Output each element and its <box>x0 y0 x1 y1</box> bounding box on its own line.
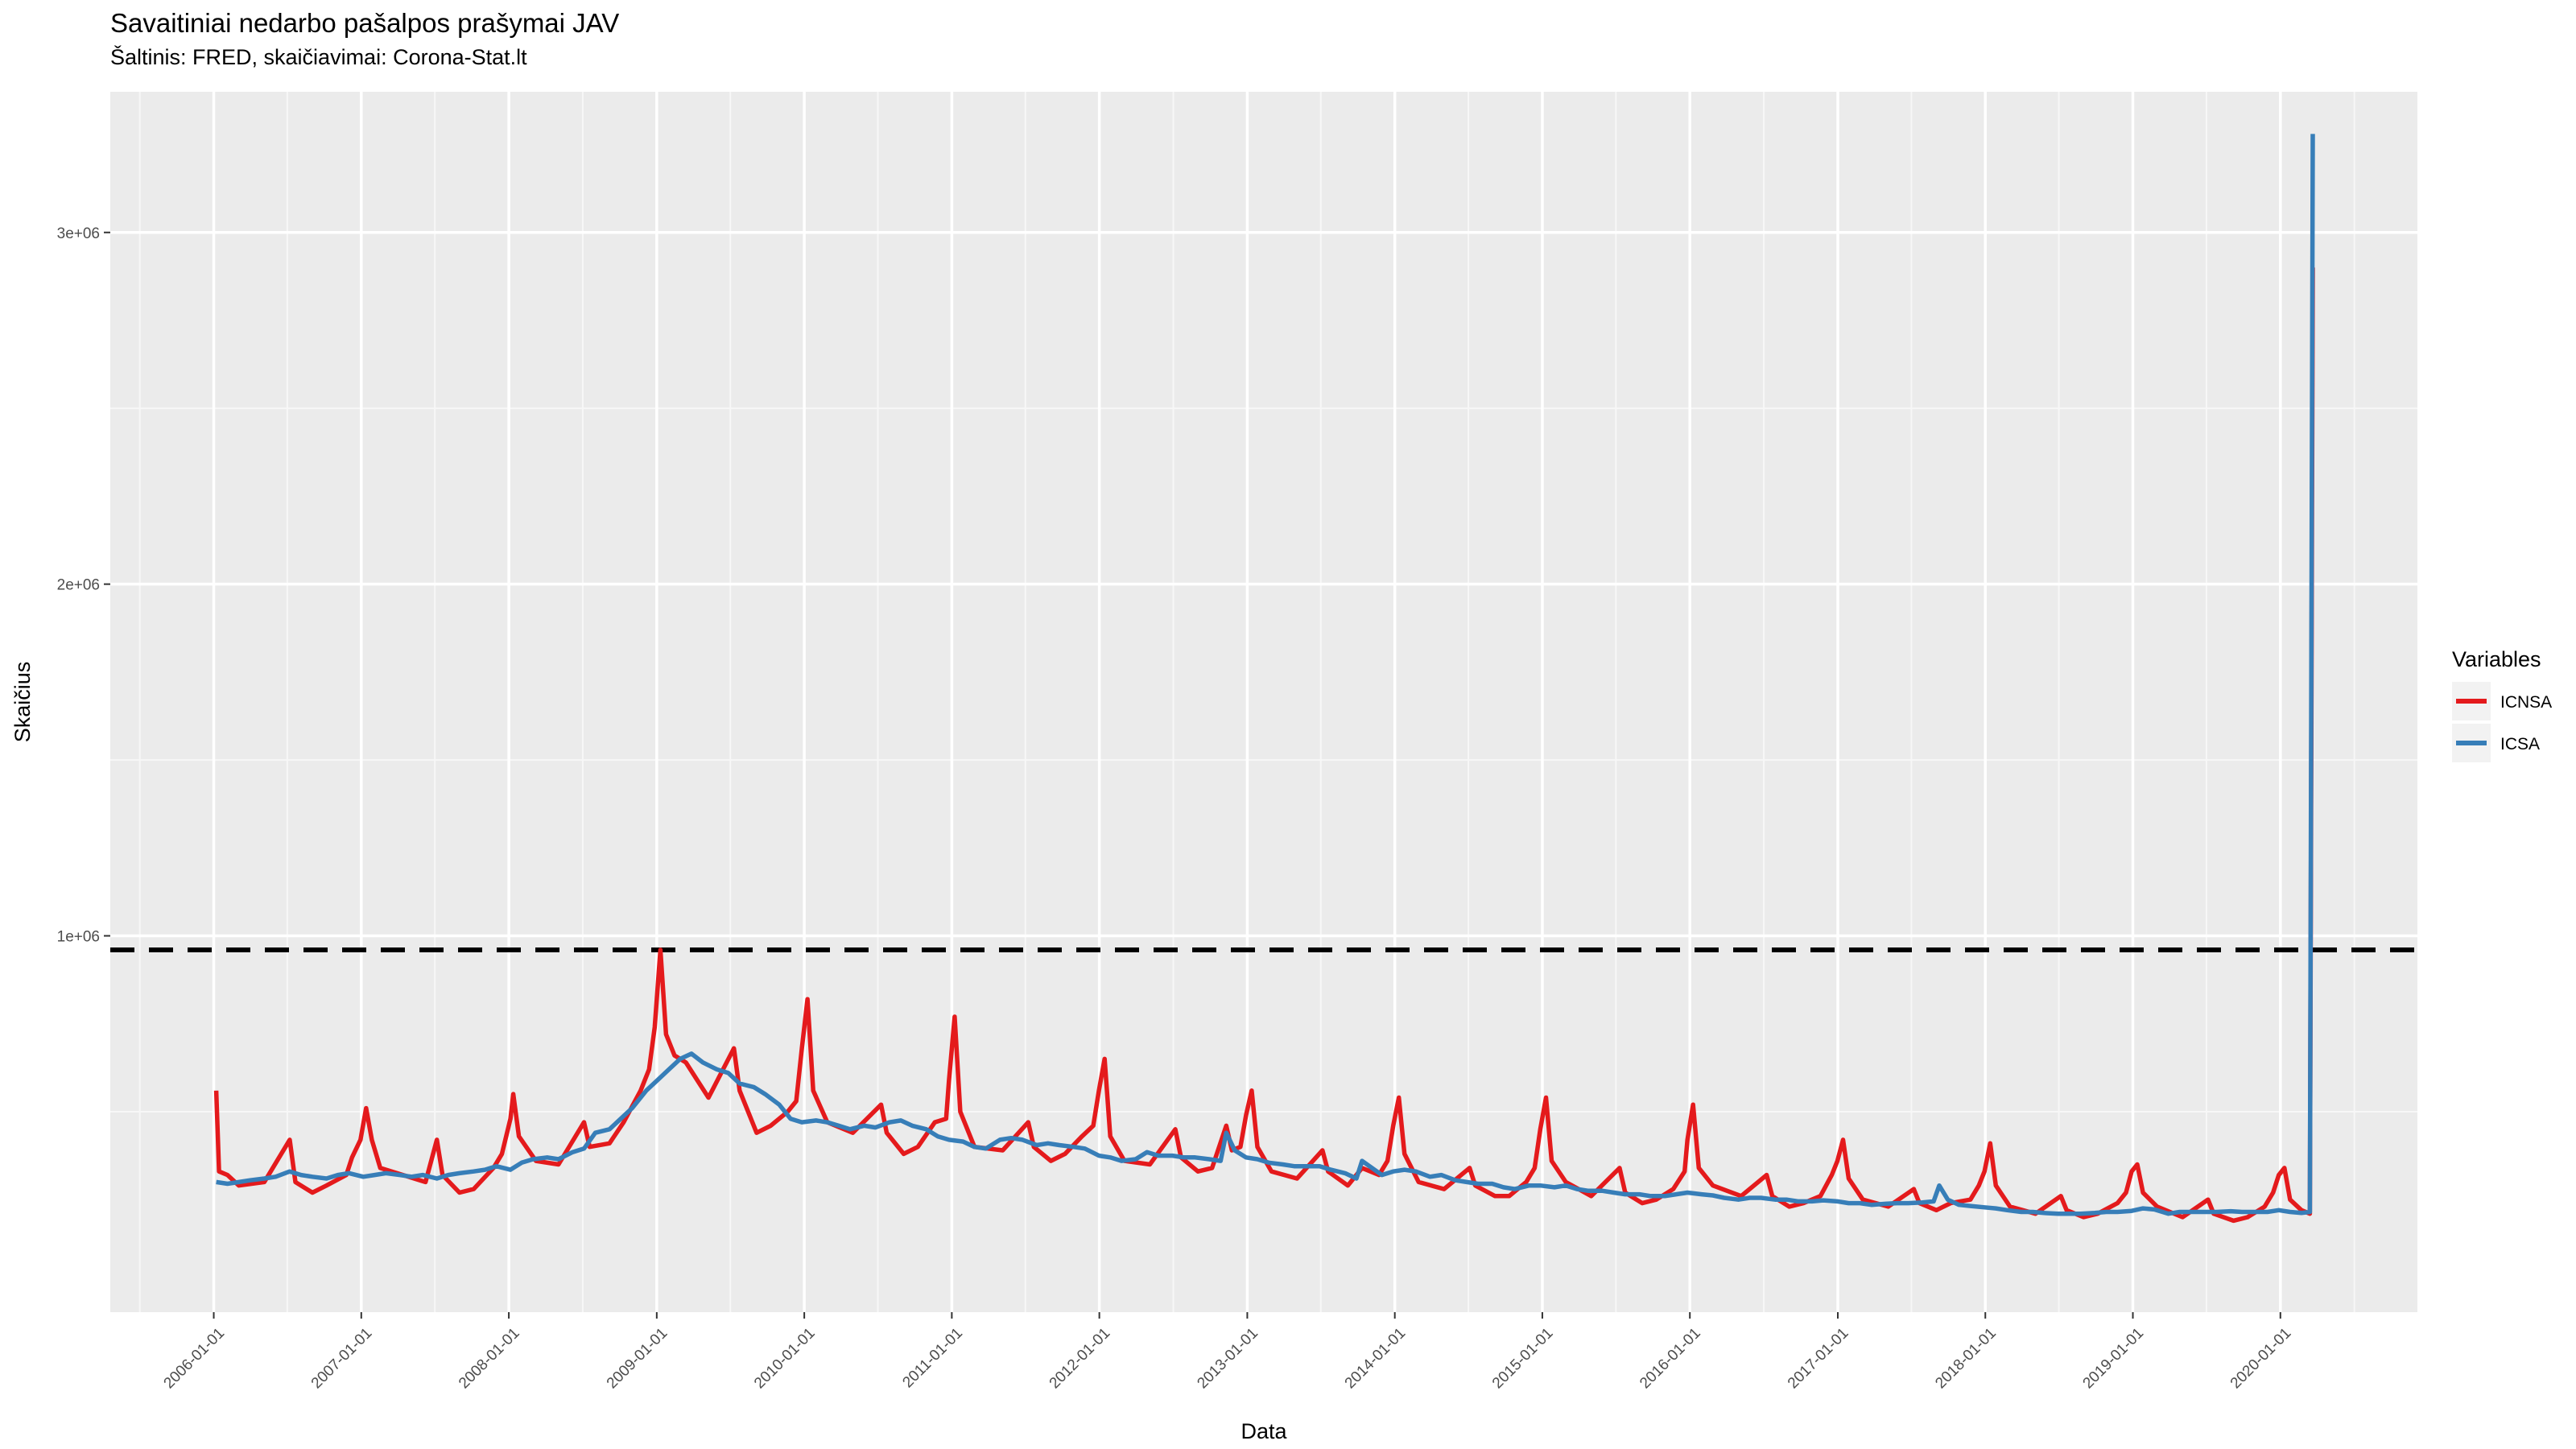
x-tick-label: 2006-01-01 <box>161 1325 229 1393</box>
x-tick-label: 2012-01-01 <box>1046 1325 1114 1393</box>
x-axis: 2006-01-01 2007-01-01 2008-01-01 2009-01-01… <box>161 1312 2295 1393</box>
x-tick-label: 2010-01-01 <box>751 1325 819 1393</box>
x-tick-label: 2013-01-01 <box>1194 1325 1261 1393</box>
series-line-icsa <box>216 134 2315 1216</box>
x-tick-label: 2011-01-01 <box>899 1325 966 1392</box>
major-gridlines <box>110 92 2417 1312</box>
y-axis: 1e+06 2e+06 3e+06 <box>57 225 110 946</box>
legend: Variables ICNSA ICSA <box>2452 647 2552 762</box>
x-tick-label: 2018-01-01 <box>1932 1325 2000 1393</box>
legend-label-icnsa: ICNSA <box>2500 693 2552 712</box>
chart-subtitle: Šaltinis: FRED, skaičiavimai: Corona-Sta… <box>110 45 527 69</box>
y-tick-label: 2e+06 <box>57 577 100 594</box>
x-tick-label: 2007-01-01 <box>308 1325 376 1393</box>
minor-gridlines <box>110 92 2417 1312</box>
y-axis-title: Skaičius <box>10 662 35 743</box>
x-axis-title: Data <box>1241 1419 1287 1443</box>
x-tick-label: 2015-01-01 <box>1489 1325 1557 1393</box>
x-tick-label: 2008-01-01 <box>456 1325 523 1393</box>
x-tick-label: 2019-01-01 <box>2080 1325 2148 1393</box>
y-tick-label: 3e+06 <box>57 225 100 242</box>
x-tick-label: 2014-01-01 <box>1342 1325 1410 1393</box>
legend-title: Variables <box>2452 647 2541 671</box>
x-tick-label: 2017-01-01 <box>1785 1325 1852 1393</box>
plot-panel <box>110 92 2417 1312</box>
legend-label-icsa: ICSA <box>2500 735 2540 753</box>
x-tick-label: 2016-01-01 <box>1637 1325 1704 1393</box>
x-tick-label: 2009-01-01 <box>604 1325 671 1393</box>
y-tick-label: 1e+06 <box>57 929 100 946</box>
x-tick-label: 2020-01-01 <box>2227 1325 2295 1393</box>
series-lines <box>213 134 2315 1224</box>
chart-title: Savaitiniai nedarbo pašalpos prašymai JA… <box>110 8 620 38</box>
